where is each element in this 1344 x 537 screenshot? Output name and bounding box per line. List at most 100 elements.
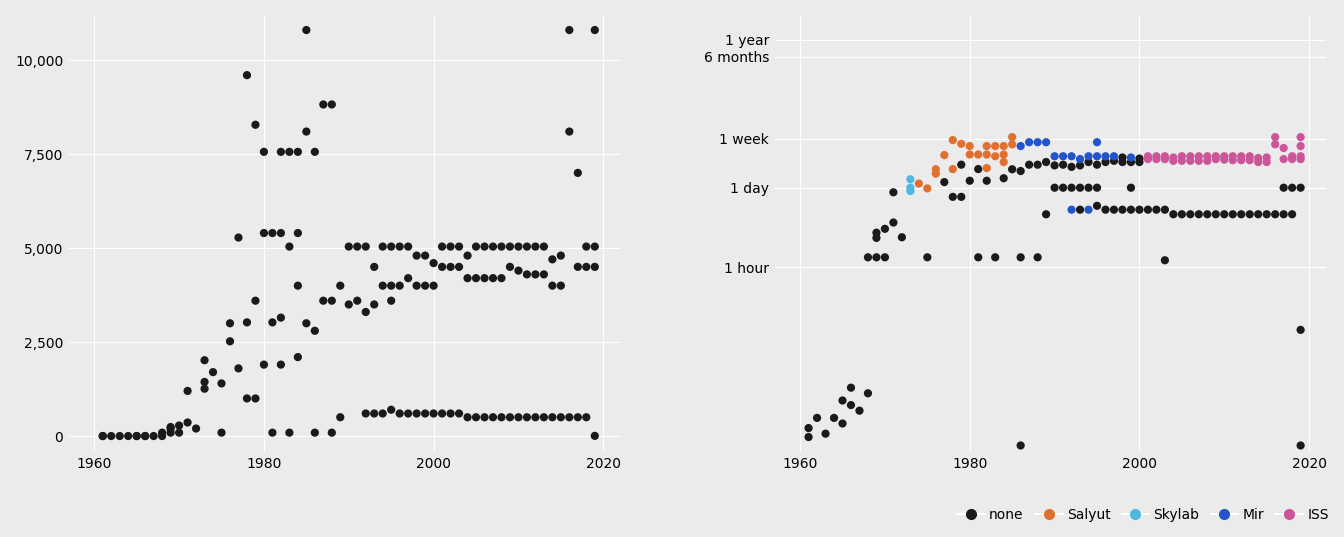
Point — [899, 184, 921, 192]
Point — [372, 409, 394, 418]
Point — [1086, 152, 1107, 161]
Point — [431, 263, 453, 271]
Point — [984, 142, 1005, 150]
Point — [211, 429, 233, 437]
Point — [832, 419, 853, 428]
Point — [245, 394, 266, 403]
Point — [1214, 152, 1235, 161]
Point — [296, 127, 317, 136]
Point — [993, 150, 1015, 159]
Point — [491, 413, 512, 422]
Point — [1247, 154, 1269, 162]
Point — [1052, 161, 1074, 169]
Point — [508, 266, 530, 275]
Point — [288, 148, 309, 156]
Point — [329, 413, 351, 422]
Point — [960, 177, 981, 185]
Point — [337, 300, 359, 309]
Point — [321, 429, 343, 437]
Point — [439, 263, 461, 271]
Point — [1180, 157, 1202, 165]
Point — [414, 409, 435, 418]
Point — [380, 242, 402, 251]
Point — [227, 233, 249, 242]
Point — [1009, 142, 1031, 150]
Point — [1111, 205, 1133, 214]
Point — [976, 150, 997, 159]
Point — [1145, 152, 1167, 161]
Point — [431, 409, 453, 418]
Point — [304, 326, 325, 335]
Point — [347, 296, 368, 305]
Point — [1052, 152, 1074, 161]
Point — [1001, 133, 1023, 141]
Point — [585, 242, 606, 251]
Point — [1009, 166, 1031, 175]
Point — [211, 379, 233, 388]
Point — [1239, 156, 1261, 164]
Point — [253, 229, 274, 237]
Point — [976, 177, 997, 185]
Point — [1060, 163, 1082, 171]
Point — [993, 158, 1015, 166]
Point — [406, 409, 427, 418]
Point — [1231, 210, 1253, 219]
Point — [874, 224, 895, 233]
Point — [1290, 325, 1312, 334]
Point — [1154, 152, 1176, 161]
Point — [219, 337, 241, 346]
Point — [152, 429, 173, 437]
Point — [473, 242, 495, 251]
Point — [1060, 205, 1082, 214]
Point — [848, 407, 870, 415]
Point — [278, 242, 300, 251]
Point — [1120, 158, 1141, 166]
Point — [372, 281, 394, 290]
Point — [840, 401, 862, 409]
Point — [1273, 155, 1294, 163]
Point — [398, 274, 419, 282]
Point — [288, 229, 309, 237]
Point — [1103, 205, 1125, 214]
Point — [1222, 152, 1243, 161]
Point — [109, 432, 130, 440]
Point — [499, 242, 520, 251]
Point — [363, 263, 384, 271]
Point — [1111, 153, 1133, 162]
Point — [363, 300, 384, 309]
Point — [439, 409, 461, 418]
Point — [1052, 184, 1074, 192]
Point — [473, 413, 495, 422]
Point — [355, 308, 376, 316]
Point — [457, 413, 478, 422]
Point — [1265, 133, 1286, 141]
Point — [482, 413, 504, 422]
Point — [1129, 154, 1150, 163]
Point — [1044, 161, 1066, 170]
Point — [942, 193, 964, 201]
Point — [1171, 210, 1192, 219]
Point — [313, 296, 335, 305]
Point — [1120, 205, 1141, 214]
Point — [1265, 210, 1286, 219]
Point — [1290, 184, 1312, 192]
Point — [160, 423, 181, 431]
Point — [968, 150, 989, 159]
Point — [380, 296, 402, 305]
Point — [160, 429, 181, 437]
Point — [567, 413, 589, 422]
Point — [499, 263, 520, 271]
Point — [406, 281, 427, 290]
Point — [355, 242, 376, 251]
Point — [516, 242, 538, 251]
Point — [1001, 165, 1023, 173]
Point — [329, 281, 351, 290]
Point — [960, 150, 981, 159]
Point — [1171, 152, 1192, 161]
Point — [194, 356, 215, 365]
Point — [1163, 210, 1184, 219]
Point — [203, 368, 224, 376]
Point — [524, 270, 546, 279]
Point — [1137, 155, 1159, 163]
Point — [883, 218, 905, 227]
